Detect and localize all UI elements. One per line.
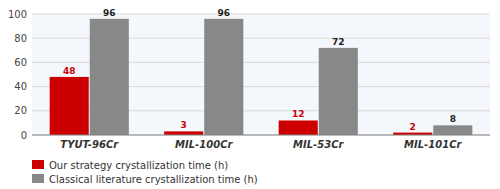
bar xyxy=(90,19,129,135)
bar xyxy=(279,120,318,135)
legend-swatch xyxy=(32,174,44,183)
data-label: 8 xyxy=(450,114,456,124)
y-tick-label: 80 xyxy=(14,33,27,44)
data-label: 48 xyxy=(63,66,76,76)
x-tick-label: TYUT-96Cr xyxy=(60,139,119,150)
data-label: 12 xyxy=(292,109,305,119)
y-tick-label: 100 xyxy=(8,9,27,20)
bar xyxy=(319,48,358,135)
x-axis-line xyxy=(32,135,490,136)
bar xyxy=(164,131,203,135)
data-label: 3 xyxy=(181,120,187,130)
grid-line xyxy=(32,135,490,136)
y-tick-label: 40 xyxy=(14,81,27,92)
data-label: 96 xyxy=(218,8,231,18)
plot-area xyxy=(32,14,490,135)
x-tick-label: MIL-53Cr xyxy=(293,139,344,150)
y-tick-label: 0 xyxy=(21,130,27,141)
bar xyxy=(433,125,472,135)
legend: Our strategy crystallization time (h) Cla… xyxy=(32,160,258,185)
data-label: 72 xyxy=(332,37,345,47)
data-label: 2 xyxy=(410,122,416,132)
legend-label: Our strategy crystallization time (h) xyxy=(49,160,228,171)
x-tick-label: MIL-101Cr xyxy=(404,139,462,150)
y-tick-label: 60 xyxy=(14,57,27,68)
bar xyxy=(50,77,89,135)
grid-line xyxy=(32,14,490,15)
legend-swatch xyxy=(32,160,44,169)
legend-label: Classical literature crystallization tim… xyxy=(49,174,258,185)
bar xyxy=(204,19,243,135)
data-label: 96 xyxy=(103,8,116,18)
y-tick-label: 20 xyxy=(14,105,27,116)
data-labels: 48 3 12 2 96 96 72 8 xyxy=(63,8,456,132)
bars xyxy=(50,19,473,135)
chart: 0 20 40 60 80 100 48 3 12 2 96 96 72 8 TYUT-96Cr MIL-10… xyxy=(0,0,500,189)
x-tick-label: MIL-100Cr xyxy=(175,139,233,150)
